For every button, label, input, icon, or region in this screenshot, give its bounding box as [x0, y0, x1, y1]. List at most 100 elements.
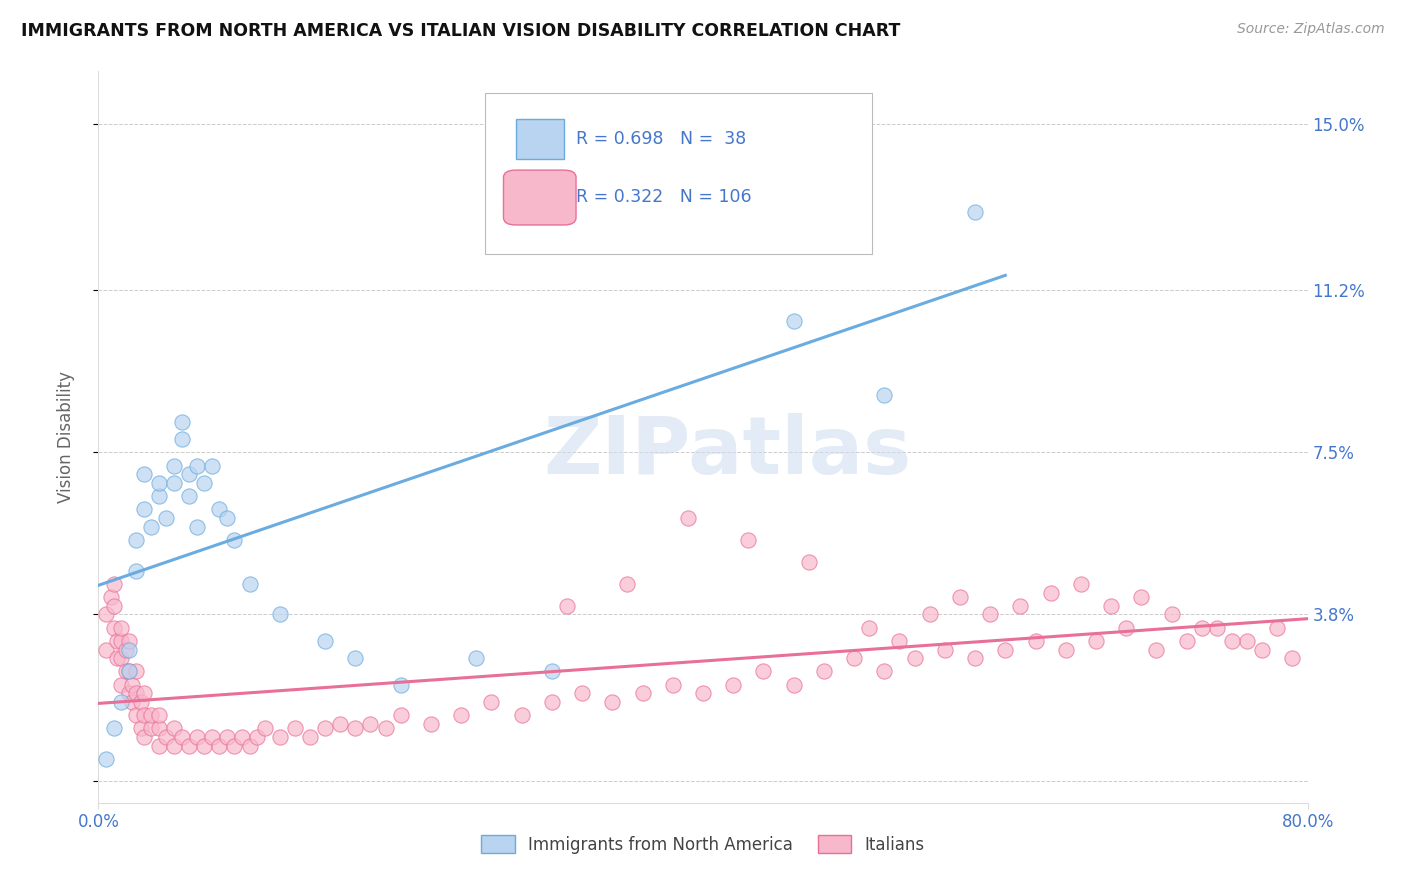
- Point: [1236, 633, 1258, 648]
- Point: [148, 489, 170, 503]
- Point: [193, 476, 215, 491]
- Point: [208, 502, 231, 516]
- Point: [420, 717, 443, 731]
- Point: [269, 607, 291, 622]
- Point: [1099, 599, 1122, 613]
- Point: [1144, 642, 1167, 657]
- Point: [661, 204, 683, 219]
- Point: [965, 651, 987, 665]
- Text: R = 0.698   N =  38: R = 0.698 N = 38: [576, 130, 747, 148]
- Point: [125, 708, 148, 723]
- Point: [148, 739, 170, 753]
- Point: [118, 665, 141, 679]
- Point: [163, 739, 186, 753]
- Point: [125, 686, 148, 700]
- Point: [94, 752, 117, 766]
- Point: [284, 722, 307, 736]
- Point: [163, 476, 186, 491]
- Point: [118, 686, 141, 700]
- Point: [201, 730, 224, 744]
- Point: [208, 739, 231, 753]
- Point: [465, 651, 488, 665]
- Point: [344, 722, 367, 736]
- Point: [239, 739, 262, 753]
- Point: [103, 621, 125, 635]
- Point: [179, 739, 201, 753]
- Text: IMMIGRANTS FROM NORTH AMERICA VS ITALIAN VISION DISABILITY CORRELATION CHART: IMMIGRANTS FROM NORTH AMERICA VS ITALIAN…: [21, 22, 900, 40]
- Legend: Immigrants from North America, Italians: Immigrants from North America, Italians: [475, 829, 931, 860]
- Point: [631, 686, 654, 700]
- Point: [141, 722, 163, 736]
- Point: [129, 722, 152, 736]
- Point: [813, 665, 835, 679]
- Point: [94, 607, 117, 622]
- Point: [141, 708, 163, 723]
- Point: [844, 651, 866, 665]
- Point: [141, 520, 163, 534]
- Point: [1267, 621, 1289, 635]
- Text: R = 0.322   N = 106: R = 0.322 N = 106: [576, 188, 752, 206]
- Point: [314, 722, 336, 736]
- Point: [103, 576, 125, 591]
- Point: [904, 651, 927, 665]
- Point: [246, 730, 269, 744]
- Point: [132, 502, 155, 516]
- Point: [676, 511, 699, 525]
- Point: [934, 642, 956, 657]
- Point: [299, 730, 322, 744]
- Point: [994, 642, 1017, 657]
- Point: [1220, 633, 1243, 648]
- Point: [1130, 590, 1153, 604]
- Point: [1070, 576, 1092, 591]
- Point: [1115, 621, 1137, 635]
- Point: [110, 621, 132, 635]
- Point: [723, 161, 745, 175]
- Point: [132, 686, 155, 700]
- Point: [540, 695, 562, 709]
- Point: [125, 665, 148, 679]
- Point: [186, 730, 208, 744]
- Point: [121, 677, 143, 691]
- Point: [129, 695, 152, 709]
- Point: [121, 695, 143, 709]
- Point: [858, 621, 880, 635]
- Point: [94, 642, 117, 657]
- Point: [873, 388, 896, 402]
- Point: [1010, 599, 1032, 613]
- Point: [179, 467, 201, 482]
- Point: [510, 708, 533, 723]
- Point: [450, 708, 472, 723]
- Point: [148, 708, 170, 723]
- Point: [540, 665, 562, 679]
- Point: [555, 599, 578, 613]
- Point: [231, 730, 253, 744]
- Point: [783, 314, 806, 328]
- Point: [949, 590, 972, 604]
- Point: [170, 432, 193, 446]
- Point: [314, 633, 336, 648]
- Point: [170, 415, 193, 429]
- Point: [110, 651, 132, 665]
- Point: [155, 730, 177, 744]
- Point: [105, 633, 128, 648]
- Point: [692, 686, 714, 700]
- Point: [889, 633, 911, 648]
- Point: [148, 476, 170, 491]
- Point: [752, 665, 775, 679]
- Point: [1024, 633, 1046, 648]
- Point: [103, 722, 125, 736]
- Point: [737, 533, 759, 547]
- Text: ZIPatlas: ZIPatlas: [543, 413, 911, 491]
- Point: [723, 677, 745, 691]
- FancyBboxPatch shape: [503, 170, 576, 225]
- Point: [269, 730, 291, 744]
- Point: [110, 695, 132, 709]
- Point: [1160, 607, 1182, 622]
- Point: [783, 677, 806, 691]
- Point: [125, 564, 148, 578]
- Point: [170, 730, 193, 744]
- Point: [118, 633, 141, 648]
- Point: [389, 677, 412, 691]
- Point: [224, 739, 246, 753]
- Point: [186, 520, 208, 534]
